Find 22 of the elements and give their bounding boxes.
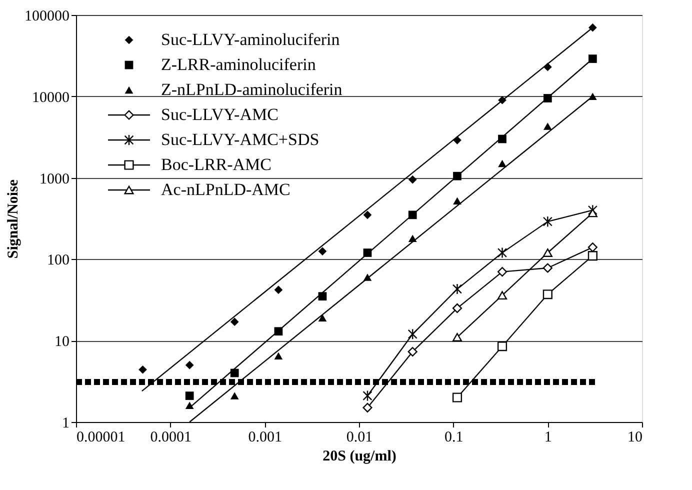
x-tick-label: 0.001 <box>248 430 282 446</box>
x-tick-label: 0.01 <box>346 430 373 446</box>
y-axis-title: Signal/Noise <box>6 179 22 259</box>
y-tick-label: 100 <box>47 252 70 269</box>
x-tick-label: 0.0001 <box>150 430 192 446</box>
x-tick-label: 1 <box>544 430 552 446</box>
legend-label: Suc-LLVY-AMC <box>161 105 278 124</box>
y-tick-label: 1 <box>62 416 70 432</box>
legend-label: Boc-LRR-AMC <box>161 155 272 174</box>
x-tick-label: 0.00001 <box>76 430 126 446</box>
x-axis-title: 20S (ug/ml) <box>322 448 396 464</box>
legend-label: Suc-LLVY-aminoluciferin <box>161 30 340 49</box>
x-tick-label: 0.1 <box>444 430 464 446</box>
legend-label: Suc-LLVY-AMC+SDS <box>161 130 320 149</box>
legend-label: Z-LRR-aminoluciferin <box>161 55 316 74</box>
legend-label: Z-nLPnLD-aminoluciferin <box>161 80 343 99</box>
y-tick-label: 10000 <box>32 90 70 106</box>
legend-label: Ac-nLPnLD-AMC <box>161 180 290 199</box>
x-tick-label: 10 <box>628 430 642 446</box>
y-tick-label: 10 <box>54 334 70 350</box>
y-tick-label: 100000 <box>24 8 70 24</box>
y-tick-label: 1000 <box>40 171 70 188</box>
